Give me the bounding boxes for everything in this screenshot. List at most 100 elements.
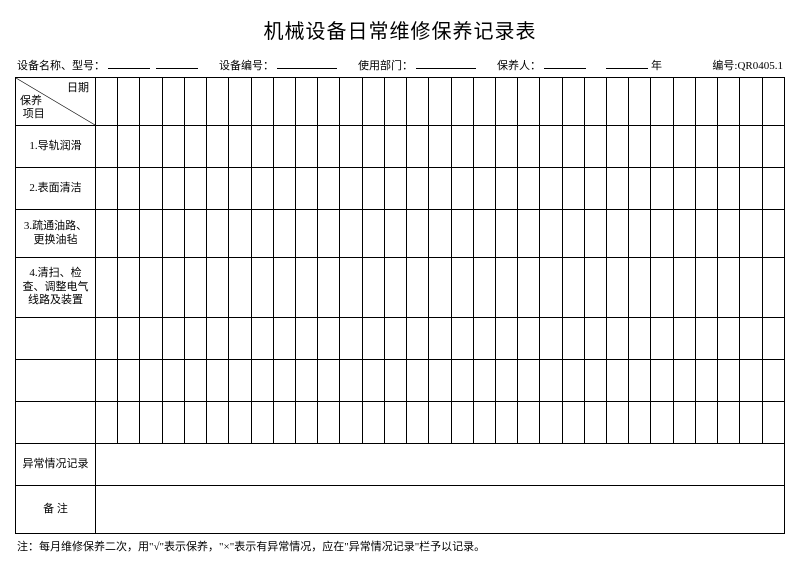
data-cell xyxy=(162,402,184,444)
data-cell xyxy=(518,126,540,168)
blank-department xyxy=(416,56,476,69)
data-cell xyxy=(340,210,362,258)
data-cell xyxy=(718,210,740,258)
row-label-abnormal: 异常情况记录 xyxy=(16,444,96,486)
data-cell xyxy=(673,360,695,402)
data-cell xyxy=(384,168,406,210)
data-cell xyxy=(718,360,740,402)
data-cell xyxy=(584,360,606,402)
data-cell xyxy=(229,126,251,168)
data-cell xyxy=(695,168,717,210)
data-cell xyxy=(607,78,629,126)
data-cell xyxy=(184,258,206,318)
data-cell xyxy=(584,318,606,360)
data-cell xyxy=(140,168,162,210)
data-cell xyxy=(495,78,517,126)
data-cell xyxy=(96,126,118,168)
data-cell xyxy=(629,258,651,318)
data-cell xyxy=(318,78,340,126)
data-cell xyxy=(695,126,717,168)
data-cell xyxy=(362,258,384,318)
row-label-3: 3.疏通油路、更换油毡 xyxy=(16,210,96,258)
data-cell xyxy=(340,258,362,318)
data-cell xyxy=(562,210,584,258)
blank-equipment-no xyxy=(277,56,337,69)
data-cell xyxy=(207,126,229,168)
data-cell xyxy=(673,168,695,210)
data-cell xyxy=(695,360,717,402)
data-cell xyxy=(295,168,317,210)
data-cell xyxy=(162,318,184,360)
data-cell xyxy=(295,258,317,318)
data-cell xyxy=(629,318,651,360)
data-cell xyxy=(295,210,317,258)
data-cell xyxy=(162,258,184,318)
row-label-remark: 备 注 xyxy=(16,486,96,534)
data-cell xyxy=(651,402,673,444)
data-cell xyxy=(495,210,517,258)
footnote: 注：每月维修保养二次，用"√"表示保养，"×"表示有异常情况，应在"异常情况记录… xyxy=(15,538,785,554)
data-cell xyxy=(140,258,162,318)
data-cell xyxy=(273,360,295,402)
data-cell xyxy=(229,258,251,318)
data-cell xyxy=(207,210,229,258)
label-department: 使用部门： xyxy=(358,57,413,73)
blank-equipment-name-1 xyxy=(108,56,150,69)
data-cell xyxy=(251,402,273,444)
data-cell xyxy=(207,78,229,126)
data-cell xyxy=(318,210,340,258)
data-cell xyxy=(140,402,162,444)
data-cell xyxy=(384,360,406,402)
data-cell xyxy=(318,258,340,318)
data-cell xyxy=(629,210,651,258)
data-cell xyxy=(96,258,118,318)
data-cell xyxy=(695,78,717,126)
data-cell xyxy=(629,168,651,210)
data-cell xyxy=(96,402,118,444)
data-cell xyxy=(540,360,562,402)
data-cell xyxy=(229,78,251,126)
data-cell xyxy=(407,78,429,126)
data-cell xyxy=(562,168,584,210)
data-cell xyxy=(429,168,451,210)
data-cell xyxy=(96,360,118,402)
data-cell xyxy=(473,360,495,402)
label-maintainer: 保养人： xyxy=(497,57,541,73)
data-cell xyxy=(162,78,184,126)
data-cell xyxy=(740,210,762,258)
data-cell xyxy=(607,168,629,210)
data-cell xyxy=(184,168,206,210)
abnormal-record-cell xyxy=(96,444,785,486)
data-cell xyxy=(540,126,562,168)
label-year: 年 xyxy=(651,57,662,73)
data-cell xyxy=(229,210,251,258)
data-cell xyxy=(96,318,118,360)
data-cell xyxy=(584,258,606,318)
data-cell xyxy=(740,258,762,318)
data-cell xyxy=(762,126,784,168)
data-cell xyxy=(540,258,562,318)
data-cell xyxy=(362,360,384,402)
data-cell xyxy=(407,210,429,258)
data-cell xyxy=(651,360,673,402)
value-code: QR0405.1 xyxy=(737,60,783,72)
data-cell xyxy=(473,210,495,258)
data-cell xyxy=(718,168,740,210)
data-cell xyxy=(407,126,429,168)
data-cell xyxy=(362,126,384,168)
data-cell xyxy=(384,210,406,258)
data-cell xyxy=(362,168,384,210)
data-cell xyxy=(673,402,695,444)
data-cell xyxy=(340,168,362,210)
remark-cell xyxy=(96,486,785,534)
row-label-4: 4.清扫、检查、调整电气线路及装置 xyxy=(16,258,96,318)
label-equipment-no: 设备编号： xyxy=(219,57,274,73)
data-cell xyxy=(584,78,606,126)
data-cell xyxy=(407,168,429,210)
data-cell xyxy=(518,210,540,258)
data-cell xyxy=(96,168,118,210)
data-cell xyxy=(295,360,317,402)
data-cell xyxy=(407,318,429,360)
maintenance-table: 日期保养 项目1.导轨润滑2.表面清洁3.疏通油路、更换油毡4.清扫、检查、调整… xyxy=(15,77,785,534)
data-cell xyxy=(695,318,717,360)
